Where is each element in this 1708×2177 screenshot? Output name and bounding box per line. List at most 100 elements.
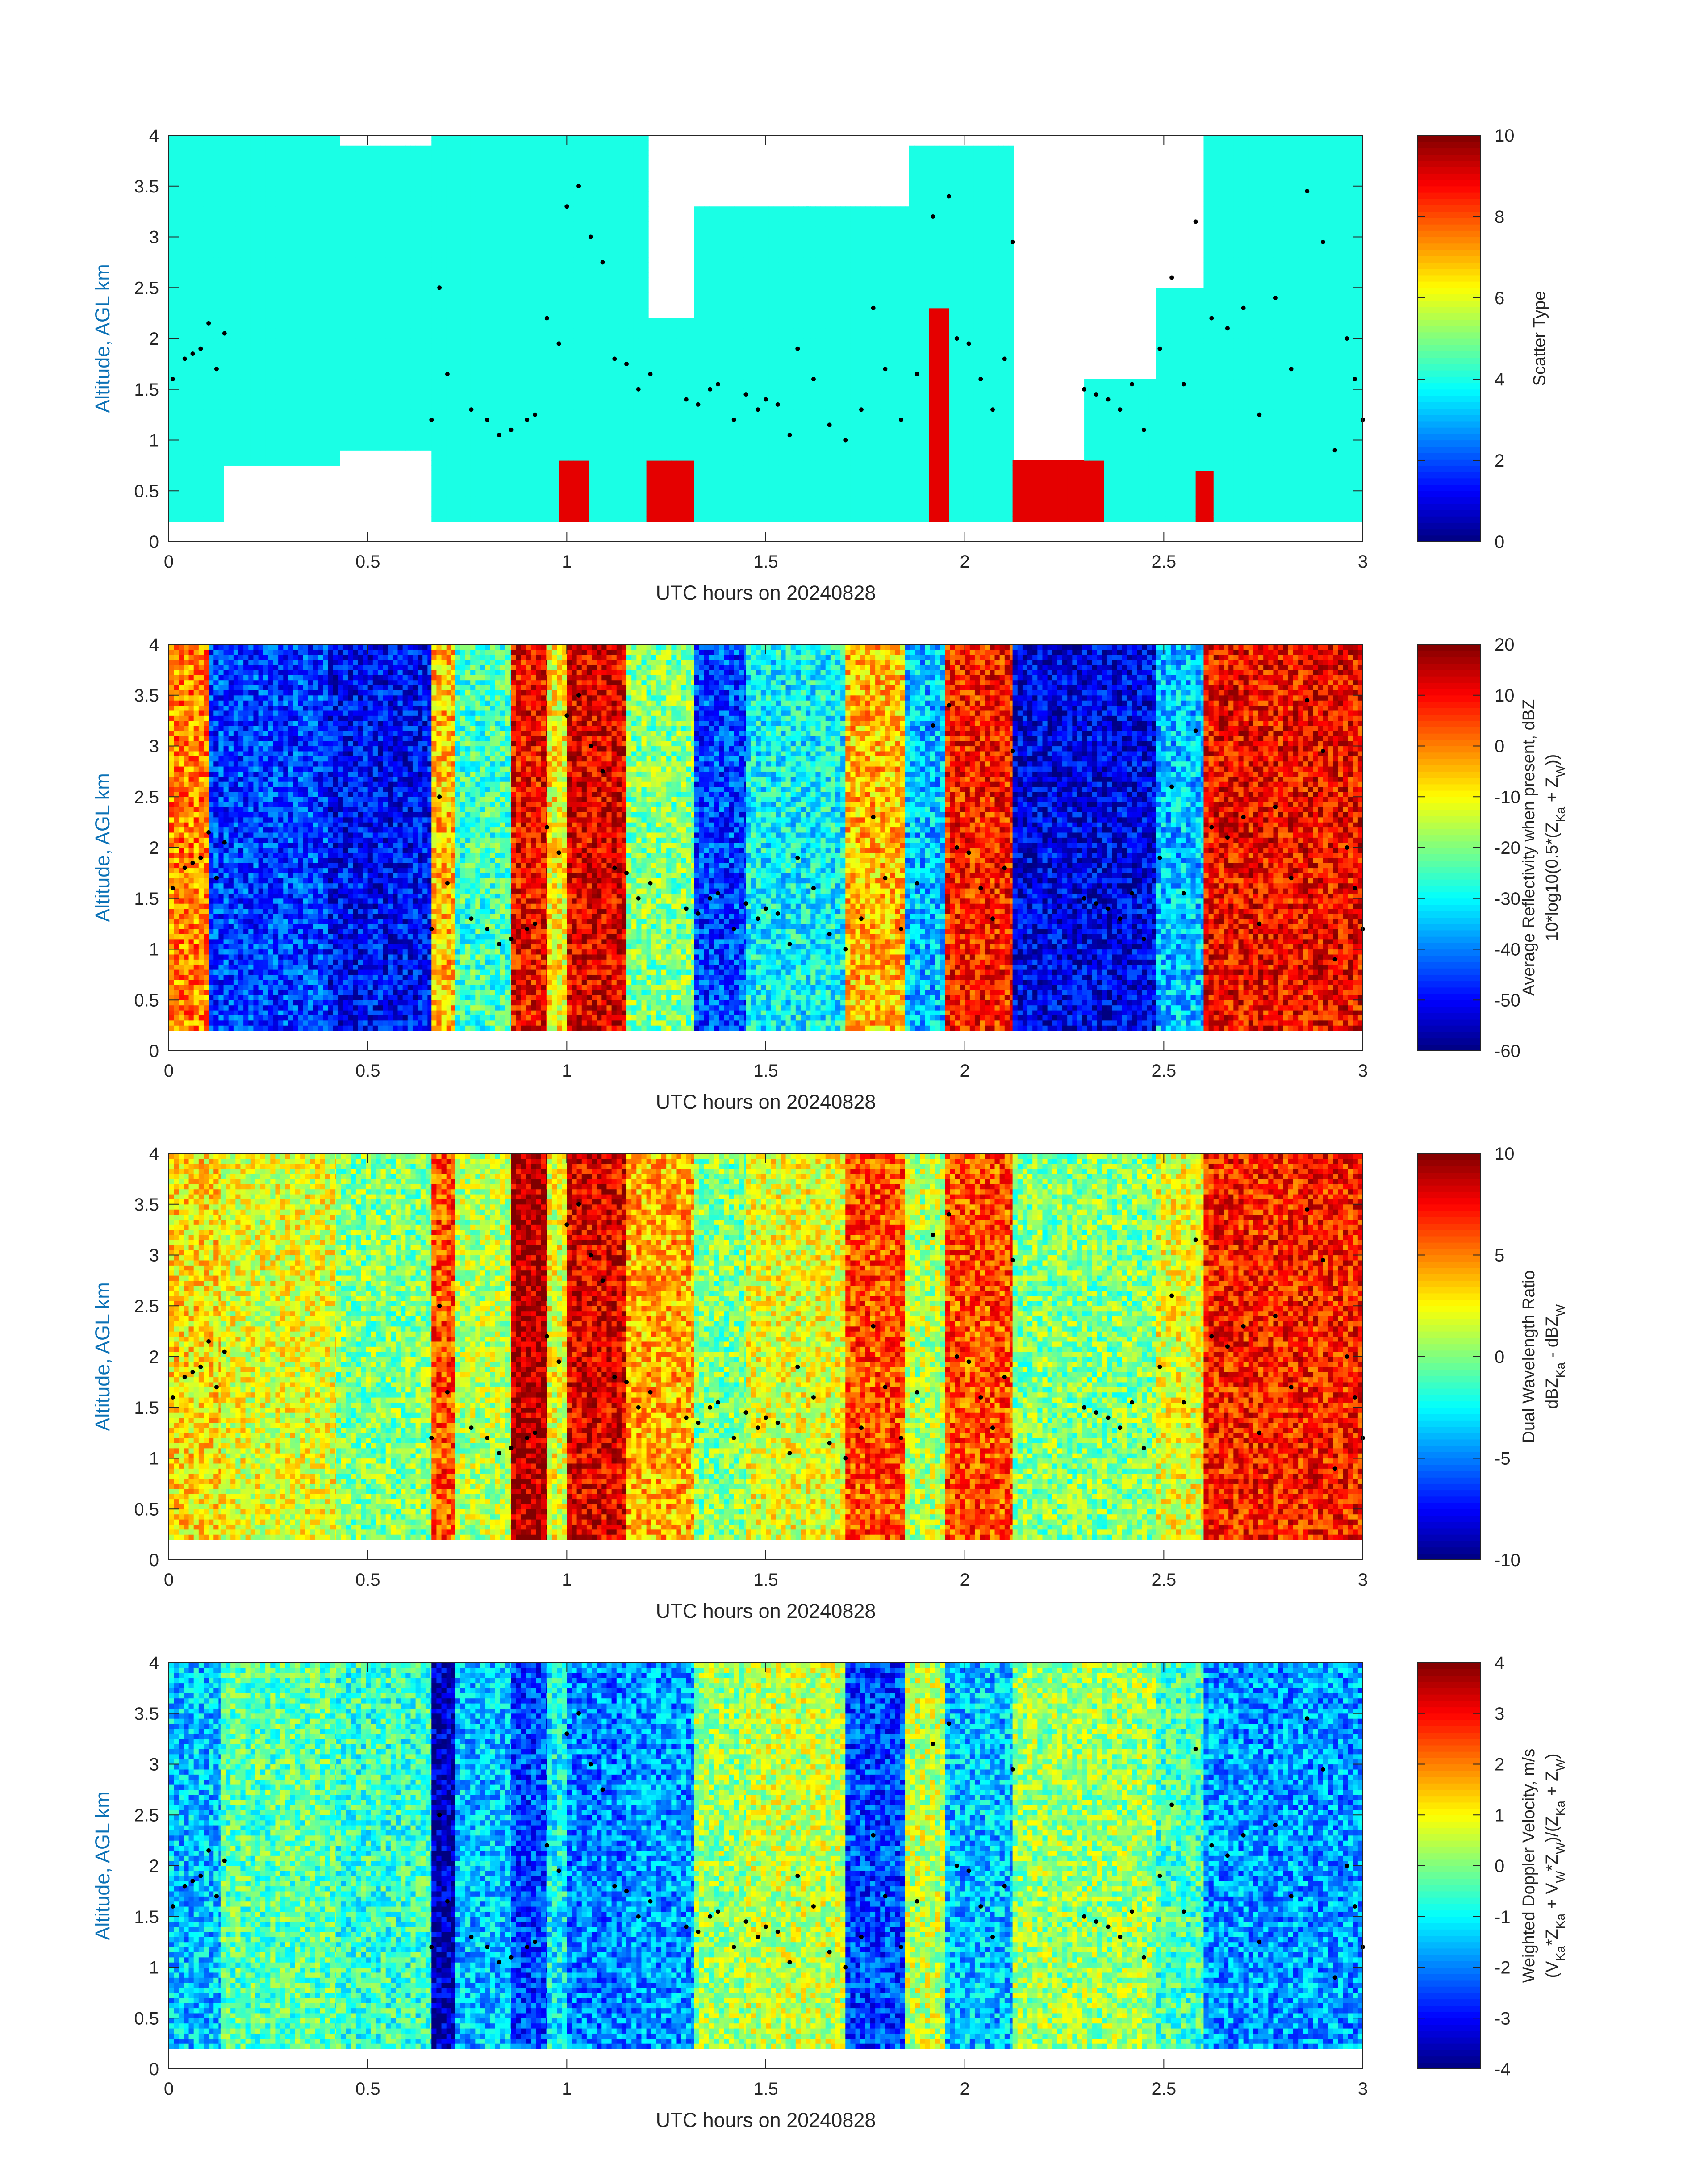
- heatmap-cell: [209, 430, 214, 435]
- heatmap-cell: [235, 440, 241, 446]
- heatmap-cell: [270, 181, 276, 186]
- heatmap-cell: [209, 146, 214, 151]
- heatmap-cell: [221, 323, 226, 329]
- heatmap-cell: [280, 186, 286, 192]
- heatmap-cell: [310, 379, 315, 384]
- heatmap-cell: [194, 338, 199, 344]
- heatmap-cell: [184, 283, 189, 288]
- heatmap-cell: [184, 435, 189, 440]
- heatmap-cell: [275, 415, 280, 420]
- heatmap-cell: [310, 201, 315, 207]
- heatmap-cell: [251, 237, 256, 242]
- heatmap-cell: [255, 313, 261, 318]
- heatmap-cell: [305, 420, 310, 425]
- heatmap-cell: [194, 364, 199, 369]
- heatmap-cell: [213, 491, 219, 496]
- heatmap-cell: [209, 156, 214, 161]
- heatmap-cell: [213, 272, 219, 278]
- heatmap-cell: [169, 176, 174, 181]
- heatmap-cell: [179, 288, 184, 293]
- heatmap-cell: [280, 349, 286, 354]
- heatmap-cell: [305, 221, 310, 227]
- heatmap-cell: [213, 252, 219, 258]
- heatmap-cell: [246, 242, 251, 247]
- heatmap-cell: [290, 212, 296, 217]
- heatmap-cell: [270, 278, 276, 283]
- heatmap-cell: [174, 247, 179, 252]
- heatmap-cell: [209, 389, 214, 395]
- heatmap-cell: [285, 420, 291, 425]
- heatmap-cell: [310, 196, 315, 202]
- heatmap-cell: [240, 409, 246, 415]
- heatmap-cell: [270, 242, 276, 247]
- heatmap-cell: [221, 146, 226, 151]
- heatmap-cell: [179, 420, 184, 425]
- heatmap-cell: [199, 140, 204, 146]
- heatmap-cell: [255, 394, 261, 400]
- heatmap-cell: [213, 506, 219, 511]
- heatmap-cell: [184, 313, 189, 318]
- heatmap-cell: [194, 374, 199, 380]
- heatmap-cell: [290, 267, 296, 273]
- heatmap-cell: [199, 171, 204, 176]
- heatmap-cell: [199, 496, 204, 501]
- heatmap-cell: [260, 420, 266, 425]
- heatmap-cell: [285, 338, 291, 344]
- heatmap-cell: [260, 262, 266, 267]
- heatmap-cell: [280, 359, 286, 364]
- heatmap-cell: [295, 176, 301, 181]
- heatmap-cell: [226, 379, 231, 384]
- heatmap-cell: [189, 140, 194, 146]
- heatmap-cell: [189, 196, 194, 202]
- heatmap-cell: [174, 450, 179, 455]
- heatmap-cell: [246, 191, 251, 196]
- heatmap-cell: [246, 206, 251, 212]
- heatmap-cell: [251, 460, 256, 466]
- heatmap-cell: [194, 206, 199, 212]
- heatmap-cell: [270, 161, 276, 166]
- heatmap-cell: [189, 323, 194, 329]
- heatmap-cell: [310, 354, 315, 359]
- heatmap-cell: [280, 247, 286, 252]
- heatmap-cell: [189, 496, 194, 501]
- heatmap-cell: [194, 191, 199, 196]
- heatmap-cell: [218, 491, 224, 496]
- heatmap-cell: [230, 323, 236, 329]
- heatmap-cell: [290, 338, 296, 344]
- heatmap-cell: [290, 181, 296, 186]
- heatmap-cell: [295, 237, 301, 242]
- heatmap-cell: [285, 400, 291, 405]
- heatmap-cell: [189, 491, 194, 496]
- heatmap-cell: [174, 334, 179, 339]
- heatmap-cell: [184, 146, 189, 151]
- heatmap-cell: [295, 272, 301, 278]
- heatmap-cell: [246, 283, 251, 288]
- heatmap-cell: [275, 328, 280, 334]
- heatmap-cell: [209, 150, 214, 156]
- heatmap-cell: [230, 435, 236, 440]
- heatmap-cell: [189, 359, 194, 364]
- heatmap-cell: [265, 283, 271, 288]
- heatmap-cell: [315, 338, 321, 344]
- heatmap-cell: [226, 364, 231, 369]
- heatmap-cell: [265, 405, 271, 410]
- heatmap-cell: [230, 242, 236, 247]
- heatmap-cell: [246, 232, 251, 237]
- heatmap-cell: [226, 349, 231, 354]
- heatmap-cell: [209, 471, 214, 476]
- heatmap-cell: [189, 389, 194, 395]
- heatmap-cell: [260, 338, 266, 344]
- heatmap-cell: [280, 252, 286, 258]
- heatmap-cell: [189, 394, 194, 400]
- heatmap-cell: [213, 257, 219, 263]
- heatmap-cell: [240, 379, 246, 384]
- heatmap-cell: [226, 318, 231, 324]
- heatmap-cell: [255, 455, 261, 461]
- heatmap-cell: [251, 140, 256, 146]
- heatmap-cell: [246, 389, 251, 395]
- heatmap-cell: [285, 379, 291, 384]
- heatmap-cell: [280, 161, 286, 166]
- heatmap-cell: [213, 496, 219, 501]
- heatmap-cell: [189, 146, 194, 151]
- heatmap-cell: [213, 343, 219, 349]
